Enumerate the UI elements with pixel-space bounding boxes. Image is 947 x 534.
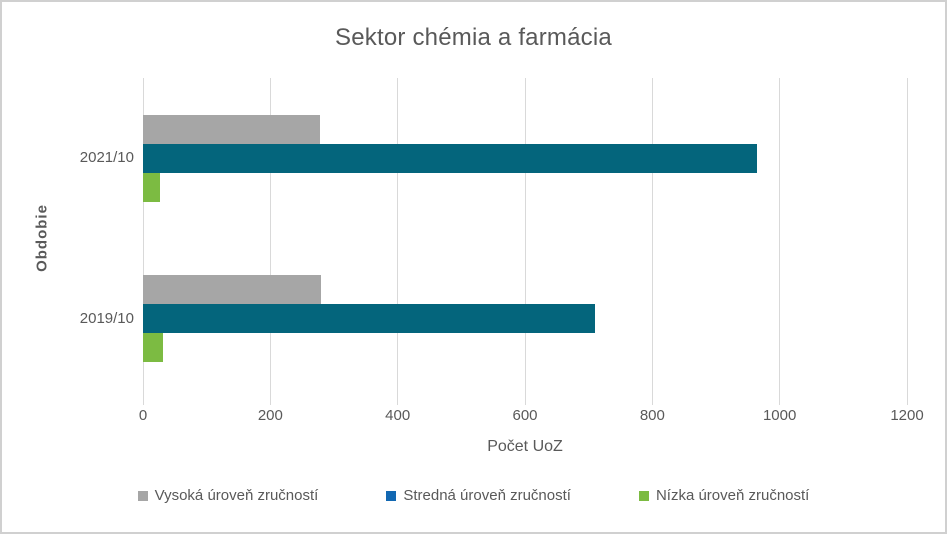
x-tick-label: 1200 [890, 407, 924, 424]
bar [143, 304, 596, 334]
x-tick-label: 600 [512, 407, 538, 424]
gridline [524, 78, 526, 405]
legend-marker [638, 491, 649, 501]
legend-marker [137, 491, 148, 501]
x-axis-title: Počet UoZ [487, 438, 563, 455]
bar [143, 333, 164, 363]
legend-marker [386, 491, 397, 501]
legend-label: Stredná úroveň zručností [403, 487, 571, 504]
x-tick-label: 400 [385, 407, 411, 424]
bar [143, 172, 161, 202]
x-tick-label: 800 [639, 407, 665, 424]
x-tick-label: 200 [257, 407, 283, 424]
gridline [779, 78, 781, 405]
x-tick-label: 0 [138, 407, 148, 424]
legend: Vysoká úroveň zručností Stredná úroveň zr… [2, 486, 945, 506]
legend-item: Vysoká úroveň zručností [137, 486, 319, 506]
bar [143, 143, 757, 173]
gridline [142, 78, 144, 405]
x-tick-label: 1000 [762, 407, 797, 424]
legend-item: Stredná úroveň zručností [386, 486, 571, 506]
y-axis-title: Obdobie [33, 204, 51, 272]
legend-label: Vysoká úroveň zručností [154, 487, 319, 504]
y-tick-label: 2021/10 [79, 149, 134, 167]
legend-item: Nízka úroveň zručností [638, 486, 810, 506]
gridline [906, 78, 908, 405]
chart-title: Sektor chémia a farmácia [335, 24, 612, 51]
gridline [269, 78, 271, 405]
legend-label: Nízka úroveň zručností [655, 487, 810, 504]
bar [143, 275, 322, 305]
gridline [397, 78, 399, 405]
gridline [651, 78, 653, 405]
bar [143, 114, 320, 144]
y-tick-label: 2019/10 [79, 309, 134, 327]
